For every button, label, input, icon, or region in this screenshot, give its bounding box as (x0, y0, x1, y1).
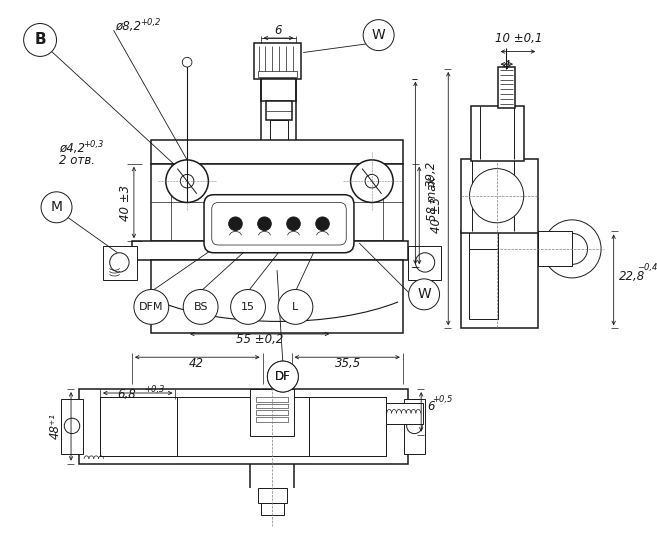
Text: 6,8: 6,8 (118, 388, 137, 401)
Bar (461, 159, 538, 233)
Circle shape (229, 217, 242, 230)
Bar (404, 399, 425, 454)
Circle shape (556, 233, 587, 265)
Bar (468, 232, 497, 249)
Bar (151, 140, 403, 164)
Circle shape (470, 169, 524, 223)
Text: 6: 6 (275, 24, 283, 37)
Text: ø8,2: ø8,2 (116, 20, 141, 34)
Text: 22,8: 22,8 (618, 270, 645, 283)
Text: +0,2: +0,2 (140, 19, 160, 28)
Text: 35,5: 35,5 (334, 356, 361, 370)
Text: +0,5: +0,5 (432, 395, 452, 404)
Circle shape (543, 220, 601, 278)
Circle shape (316, 217, 329, 230)
Text: DF: DF (275, 370, 291, 383)
Circle shape (267, 361, 298, 392)
Bar (250, 389, 294, 436)
Bar (258, 488, 286, 503)
Text: B: B (34, 32, 46, 47)
Circle shape (64, 418, 79, 433)
Bar (256, 404, 288, 409)
Bar (468, 241, 497, 318)
Circle shape (267, 361, 298, 392)
Text: 40 ±3: 40 ±3 (430, 197, 443, 233)
Bar (386, 403, 423, 424)
Bar (103, 246, 137, 280)
Circle shape (231, 289, 265, 324)
Text: 2 отв.: 2 отв. (59, 154, 95, 167)
Circle shape (183, 289, 218, 324)
Bar (61, 399, 83, 454)
Bar (263, 256, 296, 267)
Text: DFM: DFM (139, 302, 164, 312)
Text: BS: BS (193, 302, 208, 312)
Text: 4: 4 (503, 59, 510, 72)
Bar (79, 389, 407, 464)
Circle shape (180, 174, 194, 188)
Text: L: L (292, 302, 298, 312)
Circle shape (182, 57, 192, 67)
Bar (151, 164, 403, 241)
Text: 48⁺¹: 48⁺¹ (49, 413, 61, 439)
Bar (258, 71, 298, 76)
Circle shape (24, 24, 57, 57)
Bar (407, 246, 442, 280)
Text: 10 ±0,1: 10 ±0,1 (495, 32, 543, 45)
Bar (254, 43, 302, 79)
Bar (270, 120, 288, 140)
Bar (497, 67, 515, 108)
Bar (261, 79, 296, 101)
Bar (470, 106, 524, 161)
Bar (100, 397, 386, 456)
Bar (256, 417, 288, 422)
Text: 42: 42 (189, 356, 204, 370)
Circle shape (258, 217, 271, 230)
Bar (256, 397, 288, 401)
Circle shape (286, 217, 300, 230)
Text: 40 ±3: 40 ±3 (119, 184, 131, 221)
Text: 55 ±0,2: 55 ±0,2 (236, 333, 283, 346)
Circle shape (409, 279, 440, 310)
Bar (309, 397, 386, 456)
Circle shape (110, 253, 129, 272)
Bar (100, 397, 177, 456)
FancyBboxPatch shape (204, 195, 354, 253)
Bar (261, 503, 284, 515)
Text: DF: DF (275, 370, 291, 383)
Bar (538, 232, 572, 266)
Text: +0,3: +0,3 (145, 385, 165, 394)
Bar (309, 397, 386, 456)
Bar (461, 232, 538, 328)
FancyBboxPatch shape (212, 202, 346, 245)
Bar (256, 410, 288, 415)
Text: 15: 15 (241, 302, 255, 312)
Bar (267, 101, 292, 120)
Text: 6: 6 (427, 400, 434, 414)
Circle shape (363, 20, 394, 51)
Text: M: M (51, 200, 62, 214)
Circle shape (134, 289, 169, 324)
Text: ø4,2: ø4,2 (59, 142, 85, 155)
Circle shape (278, 289, 313, 324)
Circle shape (415, 253, 435, 272)
Text: +0,3: +0,3 (83, 140, 104, 149)
Circle shape (365, 174, 378, 188)
Text: −0,4: −0,4 (637, 263, 657, 272)
Text: W: W (372, 28, 386, 42)
Circle shape (41, 192, 72, 223)
Bar (151, 261, 403, 333)
Text: 58 max: 58 max (426, 177, 439, 221)
Circle shape (351, 160, 393, 202)
Bar (132, 241, 407, 261)
Circle shape (166, 160, 208, 202)
Text: W: W (417, 287, 431, 301)
Circle shape (407, 418, 422, 433)
Text: 39,2: 39,2 (425, 160, 438, 186)
Bar (100, 397, 177, 456)
